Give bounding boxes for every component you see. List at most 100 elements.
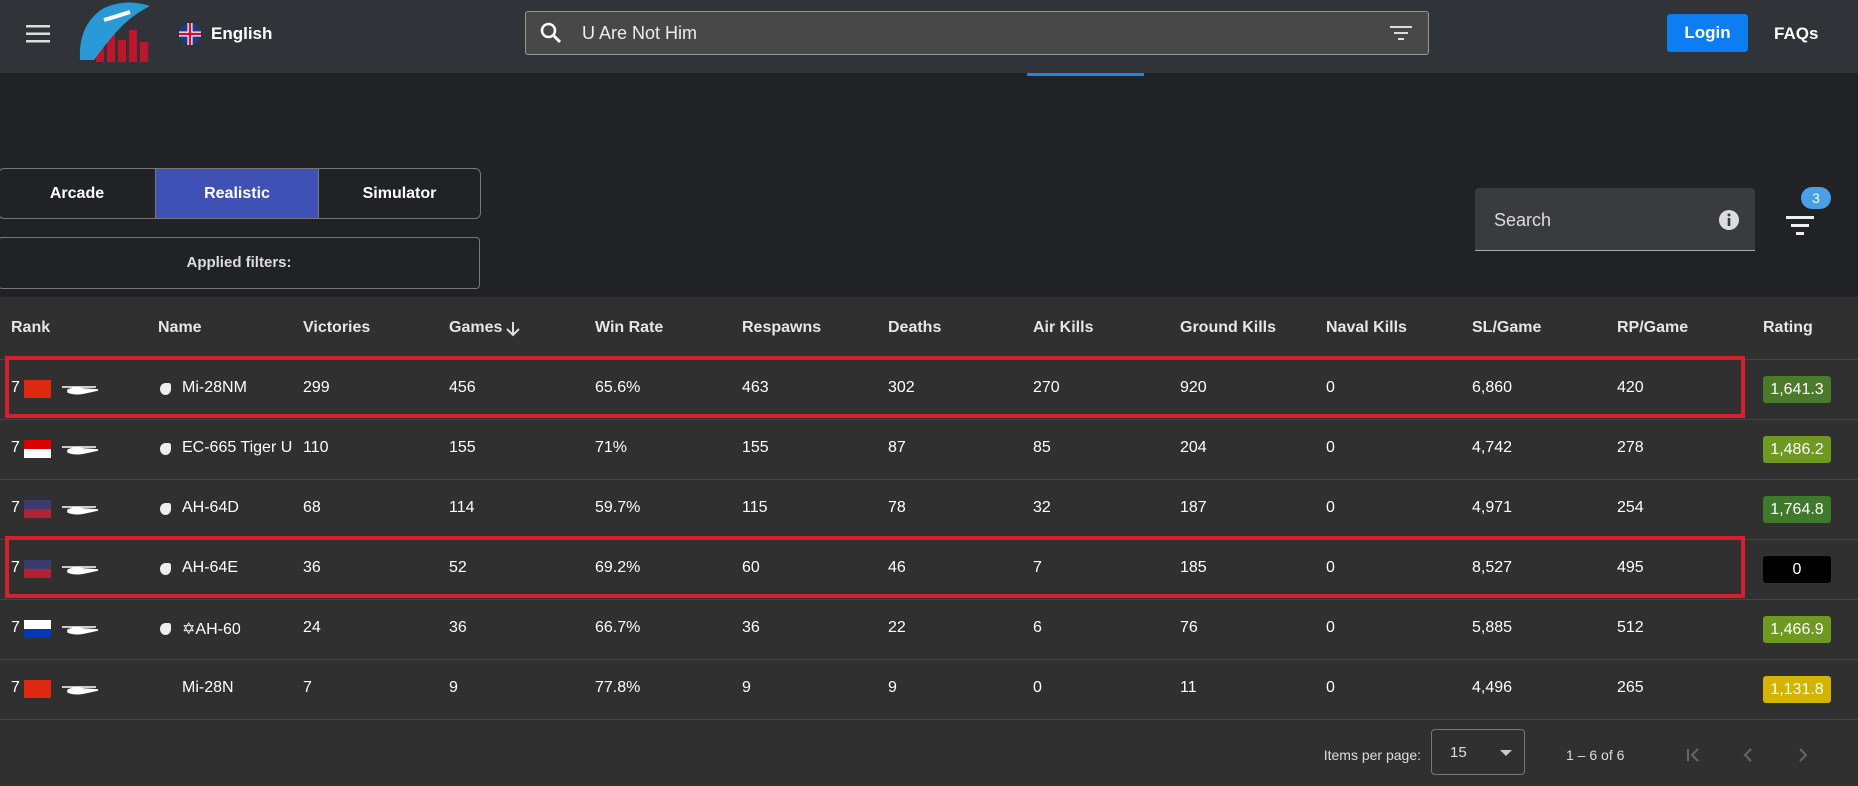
page-range: 1 – 6 of 6 — [1566, 747, 1625, 763]
table-cell: 110 — [303, 439, 329, 456]
table-cell: 85 — [1033, 439, 1051, 456]
page-prev[interactable] — [1739, 746, 1757, 764]
table-cell: 65.6% — [595, 379, 641, 396]
column-header[interactable]: Rank — [11, 319, 51, 336]
rating-badge: 1,641.3 — [1763, 376, 1831, 403]
table-cell: 278 — [1617, 439, 1644, 456]
rating-badge: 0 — [1763, 556, 1831, 583]
rating-badge: 1,764.8 — [1763, 496, 1831, 523]
column-header[interactable]: SL/Game — [1472, 319, 1542, 336]
table-cell: 0 — [1326, 559, 1335, 576]
table-cell: 77.8% — [595, 679, 641, 696]
table-cell: 0 — [1326, 679, 1335, 696]
global-search[interactable]: U Are Not Him — [525, 11, 1429, 55]
dropdown-arrow — [1500, 750, 1512, 756]
page-next[interactable] — [1794, 746, 1812, 764]
column-header[interactable]: Rating — [1763, 319, 1813, 336]
table-cell: 265 — [1617, 679, 1644, 696]
row-divider — [0, 659, 1858, 660]
table-cell: 59.7% — [595, 499, 641, 516]
table-cell: 36 — [449, 619, 467, 636]
vehicle-name: Mi-28N — [182, 679, 234, 696]
table-row[interactable]: 7 AH-64E 36 52 69.2% 60 46 7 185 0 8,527 495 0 — [0, 539, 1858, 599]
table-cell: 36 — [303, 559, 321, 576]
column-header[interactable]: Games — [449, 319, 503, 336]
column-header[interactable]: Ground Kills — [1180, 319, 1276, 336]
language-flag — [179, 23, 201, 45]
table-row[interactable]: 7 EC-665 Tiger U 110 155 71% 155 87 85 204 0 4,742… — [0, 419, 1858, 479]
country-flag — [24, 620, 51, 638]
table-cell: 87 — [888, 439, 906, 456]
table-cell: 9 — [449, 679, 458, 696]
table-row[interactable]: 7 ✡AH-60 24 36 66.7% 36 22 6 76 0 5,885 512 1,466.9 — [0, 599, 1858, 659]
vehicle-icon — [62, 566, 99, 575]
table-cell: 456 — [449, 379, 476, 396]
mode-option[interactable]: Realistic — [156, 169, 319, 218]
faqs-link[interactable]: FAQs — [1774, 24, 1819, 43]
vehicle-icon — [62, 686, 99, 695]
info-icon[interactable] — [1718, 209, 1740, 231]
column-header[interactable]: RP/Game — [1617, 319, 1689, 336]
filter-badge: 3 — [1801, 187, 1831, 209]
column-header[interactable]: Deaths — [888, 319, 942, 336]
menu-button[interactable] — [26, 24, 50, 44]
logo[interactable] — [74, 0, 156, 66]
table-cell: 78 — [888, 499, 906, 516]
items-per-page-select[interactable]: 15 — [1431, 729, 1525, 775]
table-cell: 7 — [11, 439, 20, 456]
login-button[interactable]: Login — [1667, 14, 1748, 52]
mode-option[interactable]: Arcade — [0, 169, 156, 218]
table-cell: 495 — [1617, 559, 1644, 576]
items-per-page-value: 15 — [1450, 744, 1467, 761]
column-header[interactable]: Respawns — [742, 319, 822, 336]
country-flag — [24, 680, 51, 698]
table-row[interactable]: 7 Mi-28N 7 9 77.8% 9 9 0 11 0 4,496 265 1,131.8 — [0, 659, 1858, 719]
table-cell: 4,496 — [1472, 679, 1513, 696]
table-cell: 6,860 — [1472, 379, 1513, 396]
table-cell: 7 — [11, 559, 20, 576]
table-cell: 7 — [11, 499, 20, 516]
table-cell: 7 — [11, 379, 20, 396]
column-header[interactable]: Win Rate — [595, 319, 664, 336]
table-row[interactable]: 7 AH-64D 68 114 59.7% 115 78 32 187 0 4,971 254 1,76… — [0, 479, 1858, 539]
table-cell: 5,885 — [1472, 619, 1513, 636]
column-header[interactable]: Naval Kills — [1326, 319, 1407, 336]
filter-button[interactable] — [1786, 214, 1814, 236]
column-header[interactable]: Victories — [303, 319, 371, 336]
table-cell: 4,971 — [1472, 499, 1513, 516]
table-cell: 66.7% — [595, 619, 641, 636]
table-cell: 46 — [888, 559, 906, 576]
filter-icon[interactable] — [1390, 24, 1412, 42]
table-cell: 8,527 — [1472, 559, 1513, 576]
sort-arrow[interactable] — [505, 321, 521, 337]
search-query: U Are Not Him — [582, 23, 698, 43]
top-bar: English U Are Not Him Login FAQs — [0, 0, 1858, 73]
table-search[interactable]: Search — [1475, 188, 1755, 251]
vehicle-icon — [62, 386, 99, 395]
table-cell: 7 — [11, 679, 20, 696]
role-icon — [160, 443, 171, 455]
table-cell: 0 — [1326, 439, 1335, 456]
search-label: Search — [1494, 210, 1552, 230]
column-header[interactable]: Name — [158, 319, 202, 336]
table-cell: 6 — [1033, 619, 1042, 636]
language[interactable]: English — [211, 24, 273, 43]
table-cell: 7 — [11, 619, 20, 636]
highlight-box — [5, 536, 1745, 598]
table-cell: 420 — [1617, 379, 1644, 396]
table-cell: 9 — [888, 679, 897, 696]
table-cell: 9 — [742, 679, 751, 696]
table-cell: 0 — [1326, 499, 1335, 516]
table-cell: 512 — [1617, 619, 1644, 636]
page-first[interactable] — [1684, 746, 1702, 764]
vehicle-name: AH-64D — [182, 499, 239, 516]
table-cell: 22 — [888, 619, 906, 636]
vehicle-icon — [62, 506, 99, 515]
table-cell: 155 — [449, 439, 476, 456]
table-row[interactable]: 7 Mi-28NM 299 456 65.6% 463 302 270 920 0 6,860 420… — [0, 359, 1858, 419]
column-header[interactable]: Air Kills — [1033, 319, 1094, 336]
rating-badge: 1,131.8 — [1763, 676, 1831, 703]
mode-option[interactable]: Simulator — [362, 185, 437, 202]
row-divider — [0, 479, 1858, 480]
country-flag — [24, 380, 51, 398]
